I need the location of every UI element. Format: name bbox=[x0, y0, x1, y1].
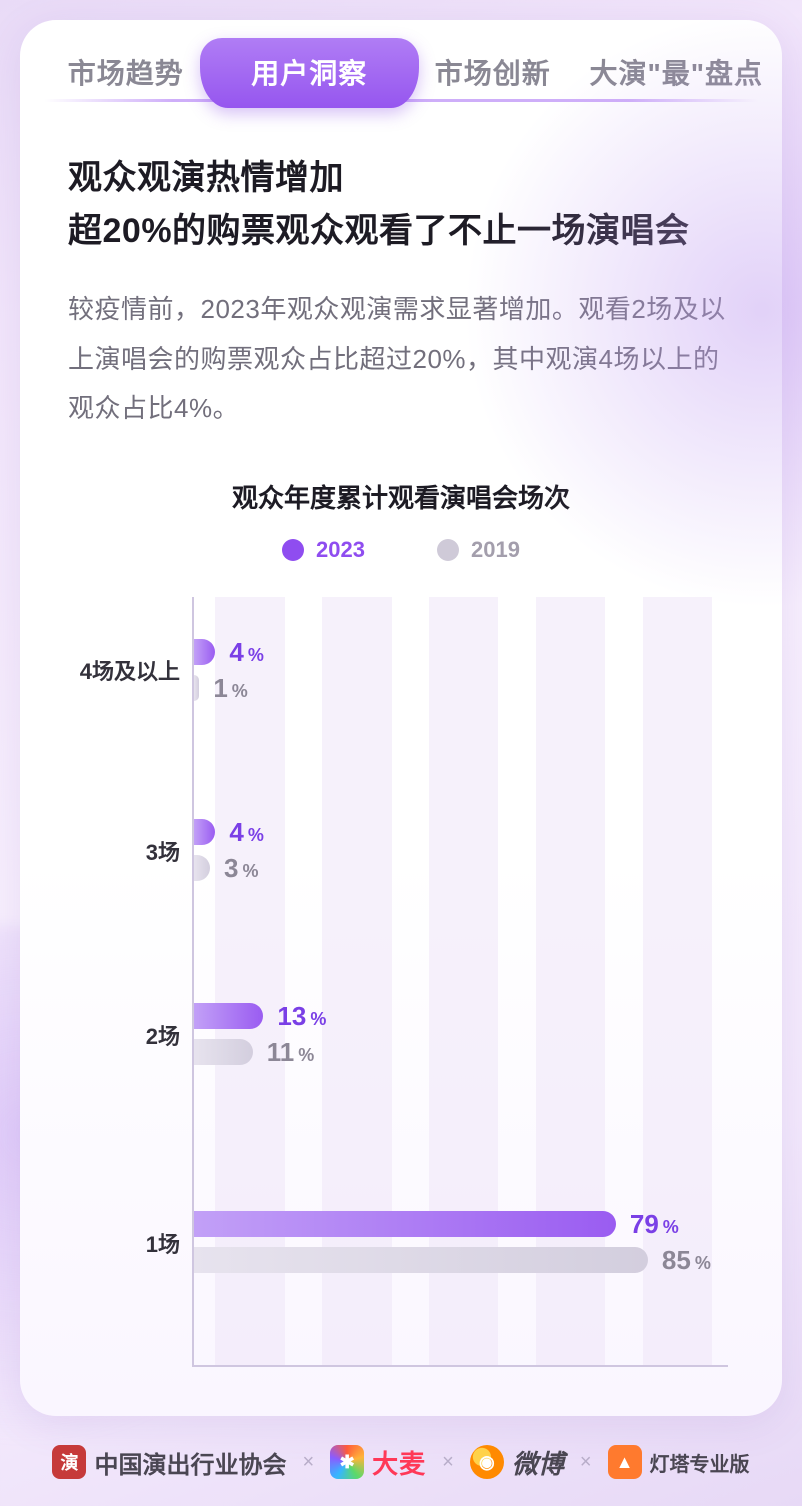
legend-item-2019: 2019 bbox=[437, 537, 520, 563]
tab-market-trend[interactable]: 市场趋势 bbox=[34, 52, 218, 116]
tab-top-review[interactable]: 大演"最"盘点 bbox=[585, 52, 769, 116]
legend-dot-2019 bbox=[437, 539, 459, 561]
weibo-icon: ◉ bbox=[470, 1445, 504, 1479]
legend-dot-2023 bbox=[282, 539, 304, 561]
bar-value-2019: 3% bbox=[224, 853, 258, 884]
bar-2023 bbox=[194, 1211, 616, 1237]
content-area: 观众观演热情增加 超20%的购票观众观看了不止一场演唱会 较疫情前，2023年观… bbox=[20, 116, 782, 1391]
headline-line2: 超20%的购票观众观看了不止一场演唱会 bbox=[68, 205, 734, 258]
bar-2019 bbox=[194, 1039, 253, 1065]
section-description: 较疫情前，2023年观众观演需求显著增加。观看2场及以上演唱会的购票观众占比超过… bbox=[68, 285, 734, 433]
brand-label: 中国演出行业协会 bbox=[94, 1445, 286, 1480]
capa-icon: 演 bbox=[52, 1445, 86, 1479]
chart-title: 观众年度累计观看演唱会场次 bbox=[68, 478, 734, 515]
tab-bar: 市场趋势 用户洞察 市场创新 大演"最"盘点 bbox=[20, 20, 782, 116]
dengta-icon: ▲ bbox=[608, 1445, 642, 1479]
bar-value-2019: 11% bbox=[267, 1037, 315, 1068]
bar-2019 bbox=[194, 1247, 648, 1273]
bar-value-2023: 13% bbox=[277, 1001, 326, 1032]
brand-label: 微博 bbox=[512, 1444, 564, 1481]
content-card: 市场趋势 用户洞察 市场创新 大演"最"盘点 观众观演热情增加 超20%的购票观… bbox=[20, 20, 782, 1416]
section-headline: 观众观演热情增加 超20%的购票观众观看了不止一场演唱会 bbox=[68, 152, 734, 257]
y-axis-labels: 4场及以上 3场 2场 1场 bbox=[74, 597, 192, 1367]
brand-separator: × bbox=[442, 1451, 454, 1474]
bar-2023 bbox=[194, 1003, 263, 1029]
chart-legend: 2023 2019 bbox=[68, 537, 734, 563]
brand-dengta: ▲ 灯塔专业版 bbox=[608, 1445, 750, 1479]
brand-label: 大麦 bbox=[372, 1444, 426, 1481]
y-label: 3场 bbox=[146, 835, 180, 867]
brand-damai: ✱ 大麦 bbox=[330, 1444, 426, 1481]
brand-separator: × bbox=[302, 1451, 314, 1474]
tab-market-innovation[interactable]: 市场创新 bbox=[401, 52, 585, 116]
bar-value-2023: 79% bbox=[630, 1209, 679, 1240]
bar-2023 bbox=[194, 819, 215, 845]
legend-item-2023: 2023 bbox=[282, 537, 365, 563]
bar-2019 bbox=[194, 855, 210, 881]
bar-value-2019: 1% bbox=[213, 673, 247, 704]
legend-label-2019: 2019 bbox=[471, 537, 520, 563]
footer-brands: 演 中国演出行业协会 × ✱ 大麦 × ◉ 微博 × ▲ 灯塔专业版 bbox=[0, 1418, 802, 1506]
damai-icon: ✱ bbox=[330, 1445, 364, 1479]
y-label: 2场 bbox=[146, 1019, 180, 1051]
y-label: 4场及以上 bbox=[80, 654, 180, 686]
brand-separator: × bbox=[580, 1451, 592, 1474]
bar-chart: 4场及以上 3场 2场 1场 4% 1% 4% 3% 13% 11% 79% 85% bbox=[74, 597, 728, 1367]
bar-2023 bbox=[194, 639, 215, 665]
bar-value-2019: 85% bbox=[662, 1245, 711, 1276]
y-label: 1场 bbox=[146, 1227, 180, 1259]
plot-area: 4% 1% 4% 3% 13% 11% 79% 85% bbox=[192, 597, 728, 1367]
headline-line1: 观众观演热情增加 bbox=[68, 152, 734, 205]
bar-value-2023: 4% bbox=[229, 817, 263, 848]
bar-value-2023: 4% bbox=[229, 637, 263, 668]
bar-2019 bbox=[194, 675, 199, 701]
brand-label: 灯塔专业版 bbox=[650, 1448, 750, 1477]
brand-capa: 演 中国演出行业协会 bbox=[52, 1445, 286, 1480]
brand-weibo: ◉ 微博 bbox=[470, 1444, 564, 1481]
legend-label-2023: 2023 bbox=[316, 537, 365, 563]
tab-user-insight[interactable]: 用户洞察 bbox=[218, 52, 402, 116]
